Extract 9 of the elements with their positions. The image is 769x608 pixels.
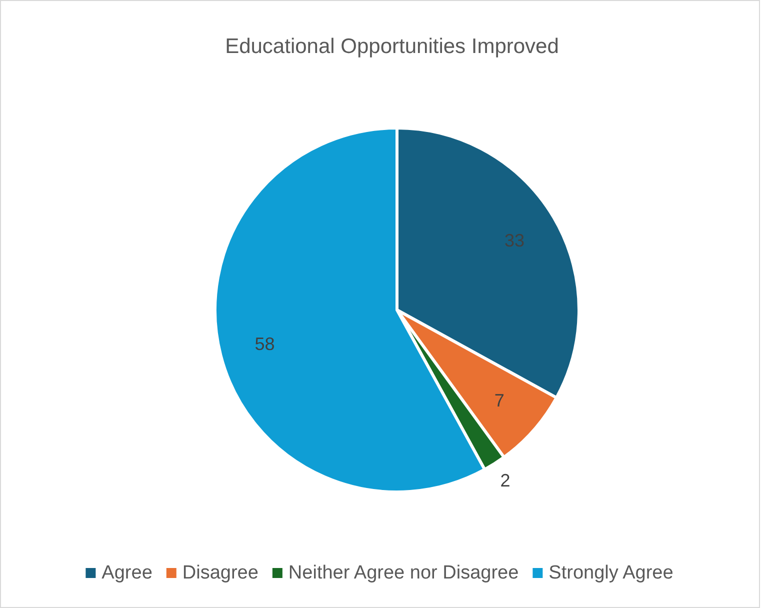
legend-label: Agree: [102, 562, 152, 584]
legend-label: Neither Agree nor Disagree: [288, 562, 519, 584]
legend-label: Strongly Agree: [548, 562, 674, 584]
chart-title: Educational Opportunities Improved: [225, 35, 559, 58]
data-label: 33: [504, 230, 525, 251]
data-label: 58: [254, 334, 275, 354]
data-label: 2: [500, 470, 510, 491]
legend-label: Disagree: [182, 562, 258, 584]
data-label: 7: [494, 390, 504, 410]
